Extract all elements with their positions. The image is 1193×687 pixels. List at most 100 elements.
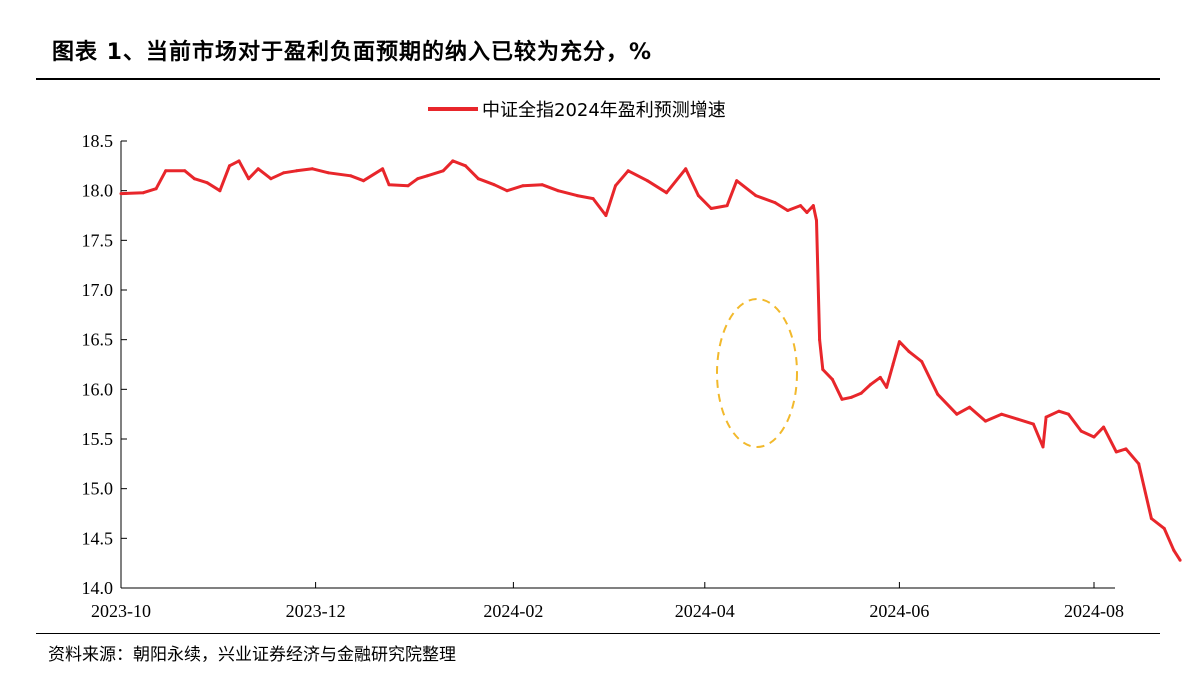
x-tick-label: 2024-02 xyxy=(483,601,543,621)
bottom-rule xyxy=(36,633,1160,634)
data-point xyxy=(920,360,924,363)
data-point xyxy=(1044,415,1048,419)
y-tick-label: 18.5 xyxy=(82,131,114,151)
x-tick-label: 2024-04 xyxy=(675,601,735,621)
data-point xyxy=(247,177,251,181)
data-point xyxy=(968,405,972,409)
data-point xyxy=(1000,412,1003,416)
data-point xyxy=(1102,425,1106,429)
y-tick-label: 16.0 xyxy=(82,379,114,399)
data-point xyxy=(464,164,467,168)
legend-label: 中证全指2024年盈利预测增速 xyxy=(482,100,726,121)
data-point xyxy=(850,395,853,399)
data-point xyxy=(387,183,391,187)
y-tick-label: 14.0 xyxy=(82,578,114,598)
data-point xyxy=(799,204,802,208)
data-point xyxy=(665,191,668,195)
data-point xyxy=(626,169,630,173)
data-point xyxy=(192,177,196,181)
data-point xyxy=(1137,462,1141,466)
data-point xyxy=(645,179,649,183)
x-tick-label: 2023-10 xyxy=(91,601,151,621)
data-point xyxy=(556,189,560,193)
series-points xyxy=(119,159,1182,562)
data-point xyxy=(591,197,595,201)
data-point xyxy=(295,169,298,173)
data-point xyxy=(1124,447,1128,451)
y-tick-label: 18.0 xyxy=(82,181,114,201)
y-tick-label: 17.5 xyxy=(82,230,114,250)
data-point xyxy=(381,167,385,171)
data-point xyxy=(406,184,410,188)
y-tick-label: 14.5 xyxy=(82,528,114,548)
data-point xyxy=(885,385,889,389)
data-point xyxy=(505,189,509,193)
data-point xyxy=(183,169,187,173)
x-ticks: 2023-10 2023-12 2024-02 2024-04 2024-06 2024-… xyxy=(91,582,1124,621)
data-point xyxy=(773,201,777,205)
data-point xyxy=(256,167,260,171)
data-point xyxy=(269,177,273,181)
data-point xyxy=(1015,417,1019,421)
data-point xyxy=(1057,409,1061,413)
data-point xyxy=(735,179,739,183)
y-ticks: 14.0 14.5 15.0 15.5 16.0 16.5 17.0 17.5 18.0 18.5 xyxy=(82,131,127,598)
data-point xyxy=(936,392,940,396)
data-point xyxy=(141,191,145,195)
data-point xyxy=(425,174,429,178)
data-point xyxy=(955,412,959,416)
y-tick-label: 16.5 xyxy=(82,330,114,350)
data-point xyxy=(614,184,617,188)
data-point xyxy=(1079,429,1083,433)
y-tick-label: 15.5 xyxy=(82,429,114,449)
data-point xyxy=(1162,526,1166,530)
data-point xyxy=(362,179,365,183)
data-point xyxy=(1031,422,1035,426)
data-point xyxy=(154,187,158,191)
chart-title: 图表 1、当前市场对于盈利负面预期的纳入已较为充分，% xyxy=(52,40,653,65)
data-point xyxy=(897,340,901,344)
data-point xyxy=(696,194,700,198)
series-line xyxy=(120,159,1182,562)
data-point xyxy=(725,204,729,208)
data-point xyxy=(907,350,911,354)
data-point xyxy=(416,177,420,181)
y-tick-label: 15.0 xyxy=(82,479,114,499)
source-note: 资料来源：朝阳永续，兴业证券经济与金融研究院整理 xyxy=(48,645,456,665)
data-point xyxy=(869,382,873,386)
data-point xyxy=(492,183,496,187)
data-point xyxy=(205,181,209,185)
data-point xyxy=(540,183,544,187)
data-point xyxy=(310,167,314,171)
data-point xyxy=(709,207,713,210)
data-point xyxy=(1149,517,1153,520)
data-point xyxy=(119,192,123,196)
data-point xyxy=(451,159,455,163)
data-point xyxy=(1172,548,1176,552)
data-point xyxy=(521,184,525,188)
data-point xyxy=(1092,435,1096,439)
data-point xyxy=(818,338,822,342)
data-point xyxy=(786,209,790,212)
data-point xyxy=(164,169,168,173)
data-point xyxy=(604,214,608,217)
data-point xyxy=(815,219,818,222)
data-point xyxy=(830,377,834,381)
x-tick-label: 2024-08 xyxy=(1064,601,1124,621)
data-point xyxy=(1114,450,1118,454)
data-point xyxy=(684,167,688,171)
highlight-ellipse xyxy=(716,298,798,448)
data-point xyxy=(1041,445,1045,449)
data-point xyxy=(441,169,445,173)
top-rule xyxy=(36,78,1160,80)
data-point xyxy=(228,164,231,168)
data-point xyxy=(476,177,480,181)
data-point xyxy=(282,171,286,175)
data-point xyxy=(237,159,241,163)
data-point xyxy=(805,211,809,214)
data-point xyxy=(1178,558,1182,562)
data-point xyxy=(326,171,330,175)
x-tick-label: 2024-06 xyxy=(869,601,929,621)
data-point xyxy=(754,194,758,198)
